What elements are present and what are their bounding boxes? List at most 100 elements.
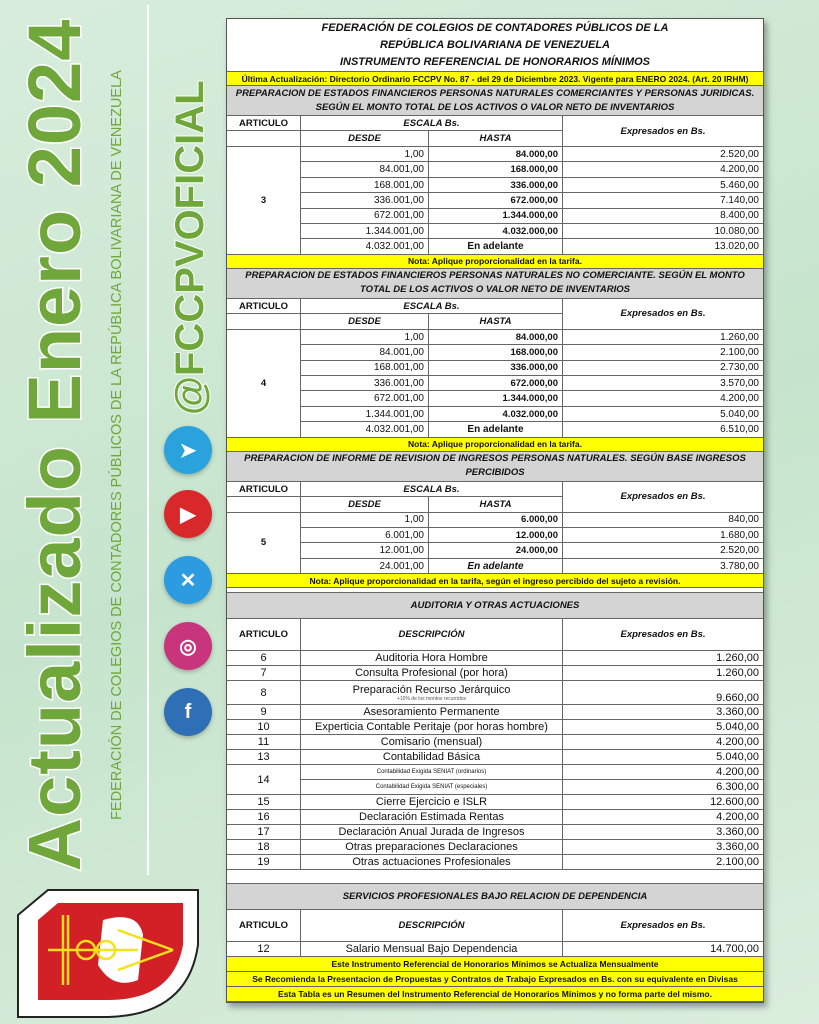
fee-value: 4.200,00 bbox=[716, 811, 759, 824]
hasta-label: HASTA bbox=[479, 315, 512, 327]
articulo-number: 13 bbox=[227, 750, 301, 765]
expresados-label: Expresados en Bs. bbox=[620, 629, 706, 641]
desde-value: 1.344.001,00 bbox=[301, 406, 429, 422]
facebook-icon[interactable]: f bbox=[164, 688, 212, 736]
fee-value: 5.040,00 bbox=[716, 721, 759, 734]
desde-value: 168.001,00 bbox=[301, 177, 429, 193]
table-header: ARTICULO ESCALA Bs. DESDE HASTA Expresados e… bbox=[227, 481, 763, 513]
desde-value: 1,00 bbox=[301, 329, 429, 345]
fee-value: 1.680,00 bbox=[720, 529, 759, 541]
table-row: 1,00 84.000,00 1.260,00 bbox=[301, 329, 763, 346]
fee-value: 9.660,00 bbox=[716, 692, 759, 705]
hasta-value: 84.000,00 bbox=[429, 329, 563, 345]
articulo-label: ARTICULO bbox=[227, 116, 300, 131]
hasta-value: 672.000,00 bbox=[429, 376, 563, 391]
desde-value: 1,00 bbox=[301, 147, 429, 162]
section-header: PREPARACION DE ESTADOS FINANCIEROS PERSO… bbox=[227, 268, 763, 299]
articulo-number: 16 bbox=[227, 810, 301, 825]
hasta-value: En adelante bbox=[429, 422, 563, 437]
table-row: 4.032.001,00 En adelante 6.510,00 bbox=[301, 422, 763, 437]
table-header: ARTICULO DESCRIPCIÓN Expresados en Bs. bbox=[227, 619, 763, 652]
table-row: 17 Declaración Anual Jurada de Ingresos 3.… bbox=[227, 825, 763, 841]
hasta-label: HASTA bbox=[479, 133, 512, 144]
desde-label: DESDE bbox=[301, 313, 429, 329]
description: Auditoria Hora Hombre bbox=[301, 651, 563, 666]
articulo-header: ARTICULO bbox=[227, 116, 301, 146]
fee-value: 2.100,00 bbox=[720, 346, 759, 358]
fee-value: 2.730,00 bbox=[720, 362, 759, 374]
telegram-icon[interactable]: ➤ bbox=[164, 426, 212, 474]
articulo-number: 5 bbox=[227, 512, 301, 574]
desde-value: 84.001,00 bbox=[301, 345, 429, 360]
hasta-value: 168.000,00 bbox=[429, 345, 563, 360]
youtube-icon[interactable]: ▶ bbox=[164, 490, 212, 538]
table-header: ARTICULO ESCALA Bs. DESDE HASTA Expresados e… bbox=[227, 298, 763, 330]
desde-value: 4.032.001,00 bbox=[301, 422, 429, 437]
articulo-number: 15 bbox=[227, 795, 301, 810]
description: Cierre Ejercicio e ISLR bbox=[301, 795, 563, 810]
scale-rows: 4 1,00 84.000,00 1.260,00 84.001,00 168.000,0… bbox=[227, 329, 763, 438]
table-header: ARTICULO ESCALA Bs. DESDE HASTA Expresados e… bbox=[227, 116, 763, 147]
table-row: 84.001,00 168.000,00 4.200,00 bbox=[301, 162, 763, 178]
table-row: 18 Otras preparaciones Declaraciones 3.360… bbox=[227, 840, 763, 856]
rows: 1,00 6.000,00 840,00 6.001,00 12.000,00 1.680… bbox=[301, 512, 763, 574]
escala-block: ESCALA Bs. DESDE HASTA bbox=[301, 298, 563, 329]
escala-block: ESCALA Bs. DESDE HASTA bbox=[301, 116, 563, 146]
fee-value: 1.260,00 bbox=[716, 667, 759, 680]
articulo-number: 9 bbox=[227, 705, 301, 720]
description-subtext: +10% de los montos recurridos bbox=[396, 695, 467, 702]
hasta-value: 4.032.000,00 bbox=[429, 224, 563, 239]
hasta-value: 4.032.000,00 bbox=[429, 406, 563, 422]
hasta-value: 24.000,00 bbox=[429, 543, 563, 558]
fee-value: 5.460,00 bbox=[720, 179, 759, 191]
fee-value: 5.040,00 bbox=[720, 408, 759, 420]
description: Otras actuaciones Profesionales bbox=[301, 855, 563, 870]
table-row: 168.001,00 336.000,00 5.460,00 bbox=[301, 177, 763, 194]
document-title: FEDERACIÓN DE COLEGIOS DE CONTADORES PÚB… bbox=[227, 19, 763, 72]
escala-label: ESCALA Bs. bbox=[301, 482, 562, 497]
description: Otras preparaciones Declaraciones bbox=[301, 840, 563, 855]
fee-value: 1.260,00 bbox=[720, 331, 759, 343]
expresados-label: Expresados en Bs. bbox=[620, 308, 706, 320]
table-row: 9 Asesoramiento Permanente 3.360,00 bbox=[227, 705, 763, 721]
fee-value: 10.080,00 bbox=[714, 225, 760, 237]
desde-label: DESDE bbox=[301, 496, 429, 512]
fee-value: 3.780,00 bbox=[720, 560, 759, 572]
footer-note: Se Recomienda la Presentacion de Propues… bbox=[227, 972, 763, 988]
descripcion-label: DESCRIPCIÓN bbox=[301, 619, 563, 651]
table-row: 12 Salario Mensual Bajo Dependencia 14.700… bbox=[227, 942, 763, 958]
articulo-label: ARTICULO bbox=[227, 910, 301, 942]
description-text: Preparación Recurso Jerárquico bbox=[352, 683, 511, 696]
table-row: 8 Preparación Recurso Jerárquico +10% de l… bbox=[227, 681, 763, 706]
title-line: FEDERACIÓN DE COLEGIOS DE CONTADORES PÚB… bbox=[321, 22, 669, 34]
desde-value: 672.001,00 bbox=[301, 391, 429, 406]
table-row: 84.001,00 168.000,00 2.100,00 bbox=[301, 345, 763, 361]
fee-value: 8.400,00 bbox=[720, 210, 759, 222]
fee-value: 3.360,00 bbox=[716, 826, 759, 839]
fee-value: 2.520,00 bbox=[720, 545, 759, 557]
fee-value: 12.600,00 bbox=[710, 796, 759, 809]
escala-label: ESCALA Bs. bbox=[301, 116, 562, 131]
description: Comisario (mensual) bbox=[301, 735, 563, 750]
note: Nota: Aplique proporcionalidad en la tar… bbox=[227, 437, 763, 452]
table-row: 336.001,00 672.000,00 3.570,00 bbox=[301, 376, 763, 392]
articulo-number: 8 bbox=[227, 681, 301, 705]
fee-values: 4.200,00 6.300,00 bbox=[563, 765, 763, 794]
instagram-icon[interactable]: ◎ bbox=[164, 622, 212, 670]
desde-value: 84.001,00 bbox=[301, 162, 429, 177]
table-row: 11 Comisario (mensual) 4.200,00 bbox=[227, 735, 763, 751]
footer-note: Este Instrumento Referencial de Honorari… bbox=[227, 957, 763, 973]
desde-value: 336.001,00 bbox=[301, 376, 429, 391]
expresados-label: Expresados en Bs. bbox=[620, 491, 706, 503]
title-line: REPÚBLICA BOLIVARIANA DE VENEZUELA bbox=[380, 39, 610, 51]
x-icon[interactable]: ✕ bbox=[164, 556, 212, 604]
fee-value: 3.360,00 bbox=[716, 706, 759, 719]
articulo-number: 19 bbox=[227, 855, 301, 870]
articulo-number: 17 bbox=[227, 825, 301, 840]
spacer bbox=[227, 588, 763, 594]
headline: Actualizado Enero 2024 bbox=[12, 17, 98, 873]
description: Experticia Contable Peritaje (por horas … bbox=[301, 720, 563, 735]
articulo-number: 10 bbox=[227, 720, 301, 735]
articulo-label: ARTICULO bbox=[227, 299, 300, 314]
table-row: 6.001,00 12.000,00 1.680,00 bbox=[301, 528, 763, 544]
